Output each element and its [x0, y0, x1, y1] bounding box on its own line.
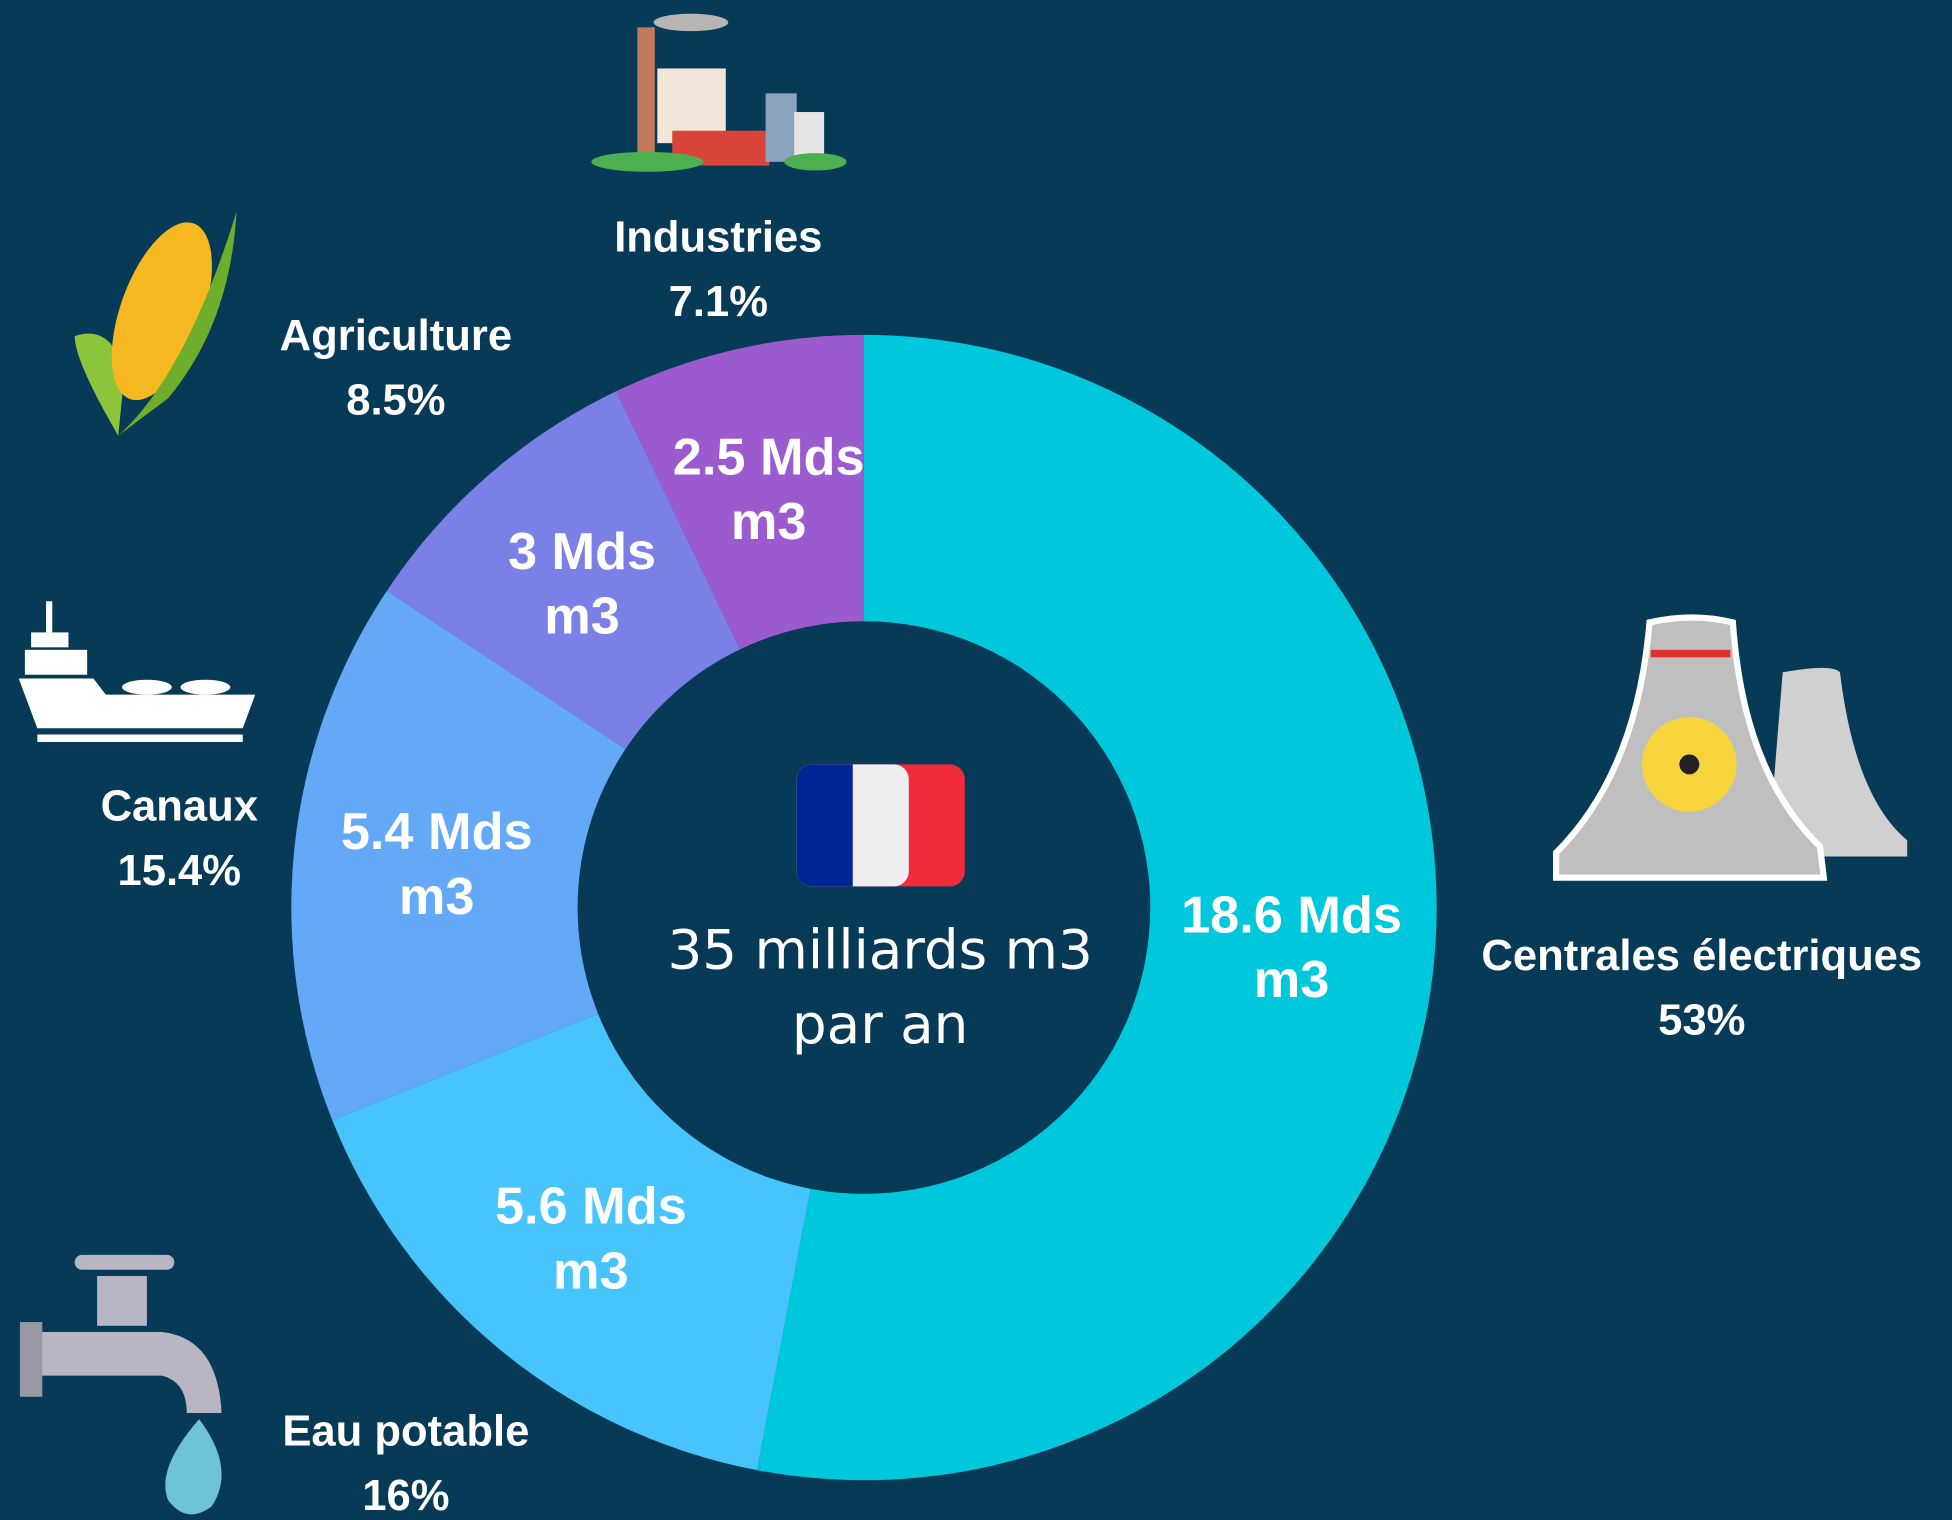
center-title: 35 milliards m3 par an	[667, 914, 1092, 1063]
percent-label: 15.4%	[117, 847, 241, 897]
chart	[0, 0, 1952, 1520]
category-label: Centrales électriques	[1481, 931, 1922, 981]
value-label: 3 Mds m3	[508, 519, 656, 648]
category-label: Industries	[614, 213, 822, 263]
value-label: 5.4 Mds m3	[341, 799, 533, 928]
flag-icon	[797, 764, 965, 886]
page: 35 milliards m3 par an 18.6 Mds m3 Centra…	[0, 0, 1952, 1520]
value-label: 2.5 Mds m3	[673, 424, 865, 553]
percent-label: 8.5%	[346, 376, 445, 426]
category-label: Canaux	[101, 782, 258, 832]
nuclear-icon	[1556, 617, 1907, 877]
category-label: Eau potable	[282, 1407, 529, 1457]
canvas: 35 milliards m3 par an 18.6 Mds m3 Centra…	[0, 0, 1952, 1520]
percent-label: 7.1%	[669, 278, 768, 328]
corn-icon	[75, 209, 237, 435]
percent-label: 16%	[362, 1471, 449, 1520]
factory-icon	[591, 14, 846, 172]
ship-icon	[19, 601, 256, 742]
value-label: 18.6 Mds m3	[1181, 883, 1402, 1012]
faucet-icon	[20, 1255, 222, 1514]
percent-label: 53%	[1658, 996, 1745, 1046]
value-label: 5.6 Mds m3	[495, 1174, 687, 1303]
category-label: Agriculture	[280, 311, 512, 361]
